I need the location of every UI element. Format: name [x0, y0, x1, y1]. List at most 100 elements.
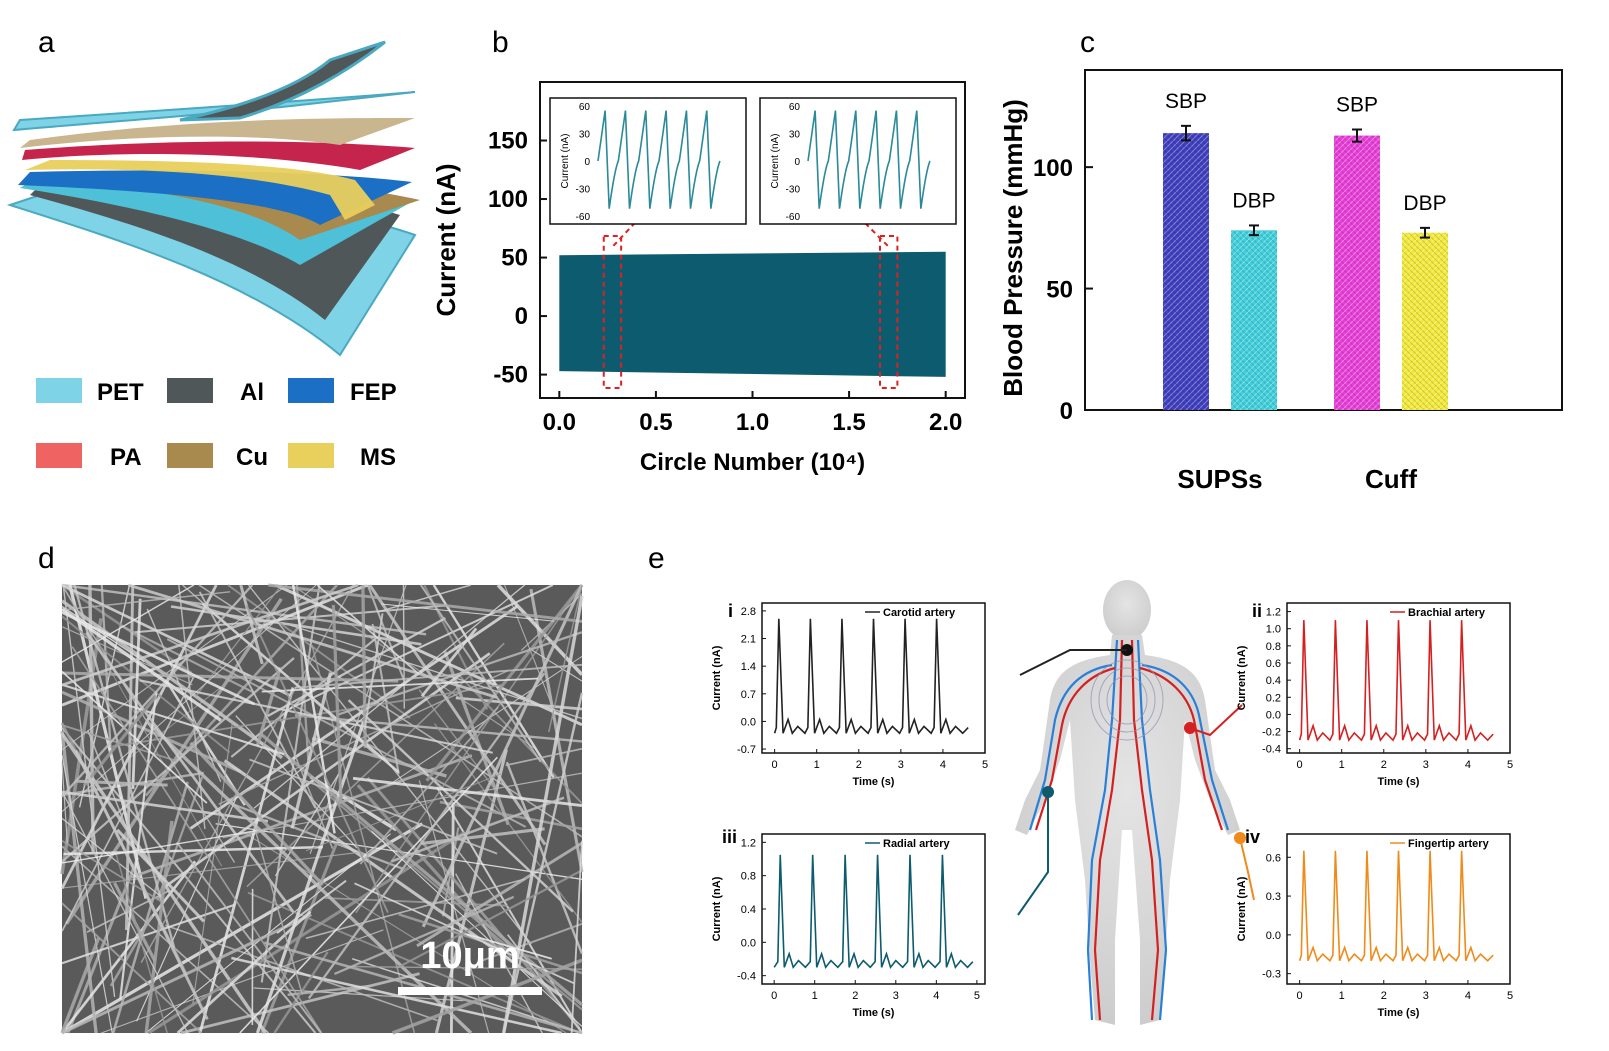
fiber: [147, 831, 466, 1035]
fiber: [377, 584, 472, 613]
fiber: [100, 584, 112, 751]
y-tick-label: 0.0: [741, 716, 756, 728]
layer-al-top: [179, 40, 386, 122]
y-axis-label: Current (nA): [711, 645, 723, 710]
fiber: [380, 603, 554, 622]
fiber: [74, 749, 209, 1021]
fiber: [62, 584, 116, 998]
pointer-fingertip: [1239, 837, 1255, 901]
legend-label-pet: PET: [97, 379, 144, 406]
fiber: [230, 637, 377, 758]
legend-label: Carotid artery: [883, 607, 956, 619]
fiber: [505, 747, 583, 767]
y-tick-label: 0.4: [1266, 675, 1281, 687]
legend-label-fep: FEP: [350, 379, 397, 406]
y-tick-label: 0.2: [1266, 692, 1281, 704]
body-head: [1103, 580, 1151, 640]
y-tick-label: -0.4: [737, 971, 756, 983]
y-tick-label: 0.0: [741, 937, 756, 949]
x-tick-label: 1: [812, 990, 818, 1002]
sem-image: 10μm: [60, 583, 584, 1035]
fiber: [331, 604, 343, 804]
bar-hatch: [1402, 232, 1448, 410]
legend-label: Fingertip artery: [1408, 838, 1490, 850]
y-tick-label: 0.7: [741, 689, 756, 701]
y-tick-label: 0.0: [1266, 930, 1281, 942]
fiber: [434, 723, 583, 923]
fiber: [189, 741, 324, 887]
fiber: [61, 762, 68, 844]
y-tick-label: 1.0: [1266, 624, 1281, 636]
fiber: [127, 675, 237, 761]
fiber: [324, 897, 508, 907]
legend-label-cu: Cu: [236, 444, 268, 471]
fiber: [115, 853, 168, 1034]
y-tick-label: 0.4: [741, 904, 756, 916]
y-tick-label: 1.4: [741, 661, 756, 673]
fiber: [61, 791, 189, 1034]
fiber: [334, 895, 515, 975]
fiber: [61, 605, 145, 663]
x-axis-label: Time (s): [853, 1007, 895, 1019]
plot-frame: [1286, 833, 1511, 985]
subpanel-label-iii: iii: [722, 827, 737, 847]
fiber: [61, 817, 163, 898]
inset-y-tick-label: 0: [794, 157, 800, 168]
x-axis-label: Time (s): [1378, 776, 1420, 788]
fiber: [166, 638, 527, 828]
inset-waveform: [597, 110, 721, 209]
panel-label-d: d: [38, 542, 55, 575]
fiber: [198, 687, 295, 1034]
pulse-waveform: [773, 618, 969, 735]
fiber: [305, 878, 526, 940]
fiber: [247, 891, 581, 1034]
fiber: [239, 584, 264, 665]
scale-bar: [398, 987, 542, 995]
y-tick-label: 0: [1060, 398, 1073, 425]
bar-label: SBP: [1165, 90, 1207, 113]
y-tick-label: 0: [515, 303, 528, 330]
x-tick-label: 0.5: [639, 409, 672, 436]
sem-fibers: [60, 583, 584, 1035]
fiber: [165, 680, 246, 806]
fiber: [61, 902, 203, 1034]
y-axis-label: Current (nA): [431, 163, 461, 316]
fiber: [347, 699, 574, 913]
y-axis-label: Current (nA): [1236, 876, 1248, 941]
fiber: [305, 773, 501, 852]
x-tick-label: 2: [856, 759, 862, 771]
fiber: [420, 627, 478, 698]
pointer-brachial: [1189, 704, 1243, 737]
fiber: [337, 631, 583, 716]
y-tick-label: 0.8: [741, 871, 756, 883]
plot-frame: [1286, 602, 1511, 754]
fiber: [61, 683, 285, 756]
fiber: [61, 903, 236, 965]
subpanel-label-i: i: [728, 601, 733, 621]
legend-swatch-ms: [288, 443, 334, 468]
x-tick-label: 1: [1339, 759, 1345, 771]
chart-b-inset-left: -60 -30 0 30 60 Current (nA): [549, 97, 747, 225]
fiber: [119, 691, 158, 1000]
legend-label-ms: MS: [360, 444, 396, 471]
fiber: [421, 827, 545, 846]
x-tick-label: 5: [1507, 759, 1513, 771]
body-illustration: [1015, 580, 1255, 1025]
y-tick-label: 0.6: [1266, 852, 1281, 864]
fiber: [402, 584, 405, 709]
fiber: [61, 611, 255, 706]
fiber: [85, 631, 295, 914]
body-silhouette: [1015, 635, 1240, 1025]
fiber: [144, 820, 174, 1034]
fiber: [192, 721, 234, 1004]
y-tick-label: 2.1: [741, 634, 756, 646]
bar-label: DBP: [1232, 189, 1275, 212]
legend-label-al: Al: [240, 379, 264, 406]
fiber: [276, 879, 347, 934]
x-tick-label: 3: [898, 759, 904, 771]
pointer-radial: [1017, 792, 1049, 916]
fiber: [61, 584, 223, 867]
fiber: [109, 683, 503, 748]
legend-swatch-pet: [36, 378, 82, 403]
fiber: [255, 721, 366, 1034]
